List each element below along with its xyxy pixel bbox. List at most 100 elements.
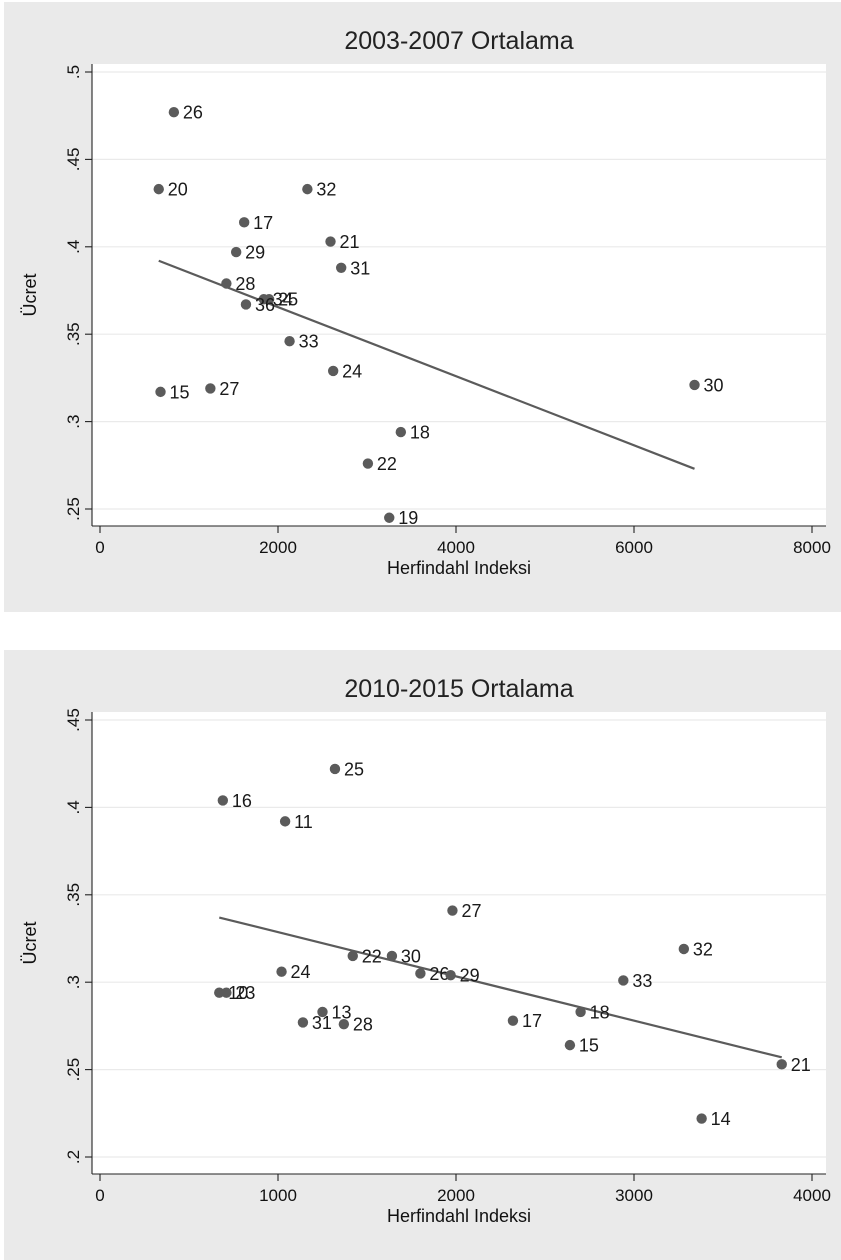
data-point	[221, 278, 232, 289]
y-tick-label: .35	[64, 883, 83, 907]
data-point-label: 26	[183, 103, 203, 123]
data-point	[507, 1015, 519, 1026]
data-point	[618, 975, 629, 986]
data-point-label: 25	[278, 290, 298, 310]
data-point-label: 18	[590, 1002, 610, 1022]
data-point	[415, 968, 426, 979]
plot-area	[92, 64, 826, 526]
y-axis-title: Ücret	[20, 921, 40, 964]
data-point	[263, 294, 275, 305]
x-tick-label: 8000	[793, 538, 831, 557]
data-point	[284, 335, 295, 347]
data-point-label: 21	[791, 1055, 811, 1075]
x-tick-label: 0	[95, 538, 104, 557]
data-point-label: 15	[170, 382, 190, 402]
data-point-label: 33	[632, 971, 652, 991]
data-point-label: 13	[332, 1002, 352, 1022]
y-tick-label: .45	[64, 708, 83, 732]
data-point	[153, 183, 164, 195]
x-tick-label: 2000	[259, 538, 297, 557]
data-point-label: 17	[253, 213, 273, 233]
data-point-label: 23	[235, 983, 255, 1003]
y-tick-label: .35	[64, 322, 83, 346]
chart-title: 2003-2007 Ortalama	[344, 27, 573, 55]
data-point	[329, 763, 341, 775]
y-tick-label: .25	[64, 497, 83, 521]
data-point	[217, 795, 229, 806]
data-point-label: 31	[350, 258, 370, 278]
y-tick-label: .4	[64, 240, 83, 254]
data-point-label: 10	[228, 983, 248, 1003]
scatter-chart-2003-2007: .25 .3 .35 .4 .45 .5 0 2000 4000 6000 8000 2003-200…	[20, 27, 831, 578]
data-point-label: 27	[219, 379, 239, 399]
data-point	[240, 299, 252, 310]
data-point-label: 30	[401, 946, 421, 966]
data-point	[168, 107, 180, 118]
data-point-label: 26	[429, 964, 449, 984]
data-point	[696, 1113, 707, 1124]
chart-title: 2010-2015 Ortalama	[344, 675, 573, 703]
data-point-label: 18	[410, 423, 430, 443]
scatter-chart-2010-2015: .2 .25 .3 .35 .4 .45 0 1000 2000 3000 4000 2010-201…	[20, 675, 831, 1226]
data-point	[205, 383, 216, 394]
data-point-label: 22	[362, 946, 382, 966]
fit-line	[218, 916, 783, 1059]
x-tick-label: 0	[95, 1186, 104, 1205]
x-tick-label: 4000	[793, 1186, 831, 1205]
y-axis-title: Ücret	[20, 273, 40, 316]
data-point-label: 32	[693, 939, 713, 959]
data-point-label: 22	[377, 454, 397, 474]
data-point-label: 14	[711, 1109, 731, 1129]
data-point-label: 33	[299, 332, 319, 352]
data-point	[214, 987, 225, 998]
x-tick-label: 1000	[259, 1186, 297, 1205]
data-point-label: 30	[704, 375, 724, 395]
data-point-label: 21	[340, 232, 360, 252]
x-axis-title: Herfindahl Indeksi	[387, 558, 531, 578]
y-tick-label: .4	[64, 800, 83, 814]
data-point	[362, 458, 374, 469]
data-point-label: 17	[522, 1011, 542, 1031]
data-point-label: 16	[232, 791, 252, 811]
data-point	[776, 1059, 787, 1070]
data-point-label: 19	[398, 508, 418, 528]
fit-line	[158, 259, 695, 470]
data-point	[302, 183, 313, 195]
data-point	[327, 365, 339, 377]
chart-panel-2010-2015: .2 .25 .3 .35 .4 .45 0 1000 2000 3000 4000 2010-201…	[4, 650, 841, 1260]
data-point	[230, 246, 242, 258]
data-point	[689, 379, 700, 391]
data-point	[155, 386, 166, 398]
data-point	[317, 1006, 328, 1018]
data-point	[347, 950, 358, 962]
data-point	[384, 512, 395, 523]
x-tick-label: 6000	[615, 538, 653, 557]
data-point	[395, 426, 407, 438]
data-point	[297, 1017, 309, 1028]
data-point	[335, 262, 347, 273]
data-point	[447, 905, 458, 916]
data-point	[445, 970, 456, 981]
data-point-label: 32	[316, 180, 336, 200]
data-point	[276, 966, 287, 977]
y-tick-label: .3	[64, 975, 83, 989]
x-tick-label: 2000	[437, 1186, 475, 1205]
x-tick-label: 3000	[615, 1186, 653, 1205]
data-point-label: 27	[461, 901, 481, 921]
data-point-label: 36	[255, 295, 275, 315]
x-tick-label: 4000	[437, 538, 475, 557]
data-point	[575, 1006, 586, 1018]
data-point	[221, 987, 232, 998]
y-tick-label: .25	[64, 1058, 83, 1082]
data-point-label: 29	[460, 966, 480, 986]
plot-area	[92, 712, 826, 1174]
data-point-label: 28	[235, 274, 255, 294]
y-tick-label: .5	[64, 65, 83, 79]
data-point	[564, 1039, 576, 1051]
data-point	[386, 950, 398, 962]
data-point-label: 25	[344, 759, 364, 779]
y-tick-label: .2	[64, 1150, 83, 1164]
x-axis-title: Herfindahl Indeksi	[387, 1206, 531, 1226]
data-point-label: 24	[342, 361, 362, 381]
data-point-label: 15	[579, 1036, 599, 1056]
